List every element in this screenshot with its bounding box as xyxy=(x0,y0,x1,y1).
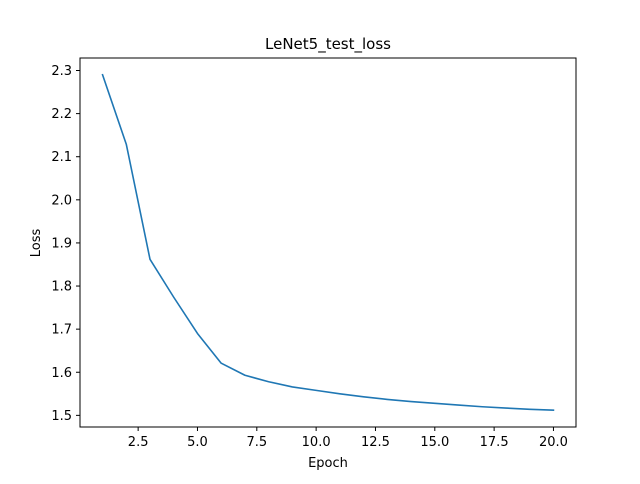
chart-title: LeNet5_test_loss xyxy=(265,35,391,54)
y-tick-label: 1.7 xyxy=(51,323,72,338)
data-point xyxy=(292,386,294,388)
y-tick-label: 2.0 xyxy=(51,193,72,208)
y-tick-label: 2.3 xyxy=(51,64,72,79)
data-point xyxy=(387,399,389,401)
data-point xyxy=(410,401,412,403)
x-tick-label: 2.5 xyxy=(128,435,149,450)
data-point xyxy=(339,393,341,395)
plot-area xyxy=(101,73,555,412)
data-point xyxy=(125,143,127,145)
x-tick-label: 5.0 xyxy=(187,435,208,450)
data-point xyxy=(481,406,483,408)
y-tick-label: 1.5 xyxy=(51,409,72,424)
y-tick-label: 1.8 xyxy=(51,280,72,295)
x-tick-label: 17.5 xyxy=(480,435,509,450)
x-tick-label: 7.5 xyxy=(246,435,267,450)
x-axis-label: Epoch xyxy=(308,456,348,471)
x-axis-ticks: 2.5 5.0 7.5 10.0 12.5 15.0 17.5 20.0 xyxy=(128,427,568,450)
y-axis-ticks: 1.5 1.6 1.7 1.8 1.9 2.0 2.1 2.2 2.3 xyxy=(51,64,80,424)
x-tick-label: 12.5 xyxy=(361,435,390,450)
data-point xyxy=(197,333,199,335)
data-point xyxy=(315,390,317,392)
data-point xyxy=(553,409,555,411)
data-point xyxy=(244,374,246,376)
y-axis-label: Loss xyxy=(29,229,44,258)
data-point xyxy=(363,396,365,398)
data-point xyxy=(268,381,270,383)
data-point xyxy=(458,404,460,406)
x-tick-label: 20.0 xyxy=(539,435,568,450)
y-tick-label: 1.6 xyxy=(51,366,72,381)
data-point xyxy=(434,402,436,404)
data-point xyxy=(149,259,151,261)
y-tick-label: 2.1 xyxy=(51,150,72,165)
data-point xyxy=(505,407,507,409)
x-tick-label: 10.0 xyxy=(302,435,331,450)
data-point xyxy=(102,74,104,76)
x-tick-label: 15.0 xyxy=(420,435,449,450)
plot-frame xyxy=(79,57,577,428)
series-line-0 xyxy=(101,73,555,412)
data-point xyxy=(173,296,175,298)
y-tick-label: 2.2 xyxy=(51,107,72,122)
y-tick-label: 1.9 xyxy=(51,236,72,251)
data-point xyxy=(529,409,531,411)
data-point xyxy=(220,362,222,364)
